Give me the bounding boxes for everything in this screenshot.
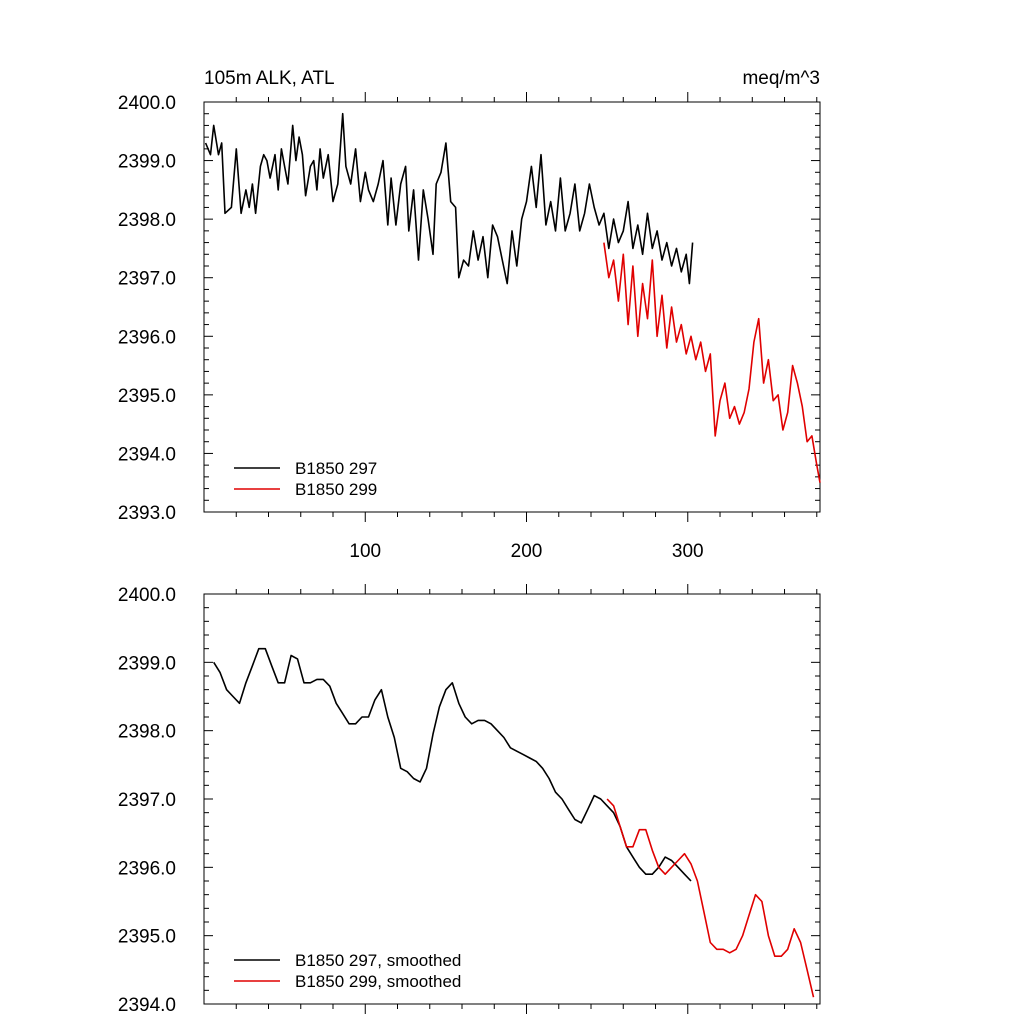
series-lines <box>213 647 815 998</box>
plot-frame <box>203 101 821 513</box>
y-tick-label: 2393.0 <box>118 503 176 524</box>
series-line-1 <box>213 647 692 882</box>
y-tick-label: 2399.0 <box>118 653 176 674</box>
chart-title-right: meq/m^3 <box>742 68 820 89</box>
axes-ticks: 2393.0 2394.0 2395.0 2396.0 2397.0 2398.0 2399… <box>118 92 820 562</box>
x-tick-label: 100 <box>349 541 381 562</box>
y-tick-label: 2397.0 <box>118 269 176 290</box>
y-tick-label: 2399.0 <box>118 152 176 173</box>
y-tick-label: 2396.0 <box>118 858 176 879</box>
axes-ticks: 2394.0 2395.0 2396.0 2397.0 2398.0 2399.0 2400… <box>118 584 820 1016</box>
plot-frame <box>203 593 821 1005</box>
series-line-1 <box>204 112 694 285</box>
y-tick-label: 2397.0 <box>118 790 176 811</box>
series-line-2 <box>603 242 821 483</box>
chart-title-left: 105m ALK, ATL <box>204 68 335 89</box>
series-line-2 <box>606 798 815 998</box>
x-tick-label: 200 <box>511 541 543 562</box>
y-tick-label: 2400.0 <box>118 585 176 606</box>
y-tick-label: 2398.0 <box>118 210 176 231</box>
y-tick-label: 2400.0 <box>118 93 176 114</box>
y-tick-label: 2395.0 <box>118 386 176 407</box>
legend-label: B1850 299 <box>295 480 377 499</box>
y-tick-label: 2395.0 <box>118 927 176 948</box>
series-lines <box>204 112 821 483</box>
legend-label: B1850 299, smoothed <box>295 972 461 991</box>
legend: B1850 297 B1850 299 <box>234 459 377 499</box>
legend-label: B1850 297, smoothed <box>295 951 461 970</box>
y-tick-label: 2398.0 <box>118 722 176 743</box>
y-tick-label: 2394.0 <box>118 995 176 1016</box>
legend-label: B1850 297 <box>295 459 377 478</box>
bottom-panel: 2394.0 2395.0 2396.0 2397.0 2398.0 2399.0 2400… <box>118 584 821 1016</box>
legend: B1850 297, smoothed B1850 299, smoothed <box>234 951 461 991</box>
top-panel: 105m ALK, ATL meq/m^3 2393.0 2394.0 2395.0… <box>118 68 821 562</box>
y-tick-label: 2394.0 <box>118 444 176 465</box>
y-tick-label: 2396.0 <box>118 327 176 348</box>
x-tick-label: 300 <box>672 541 704 562</box>
